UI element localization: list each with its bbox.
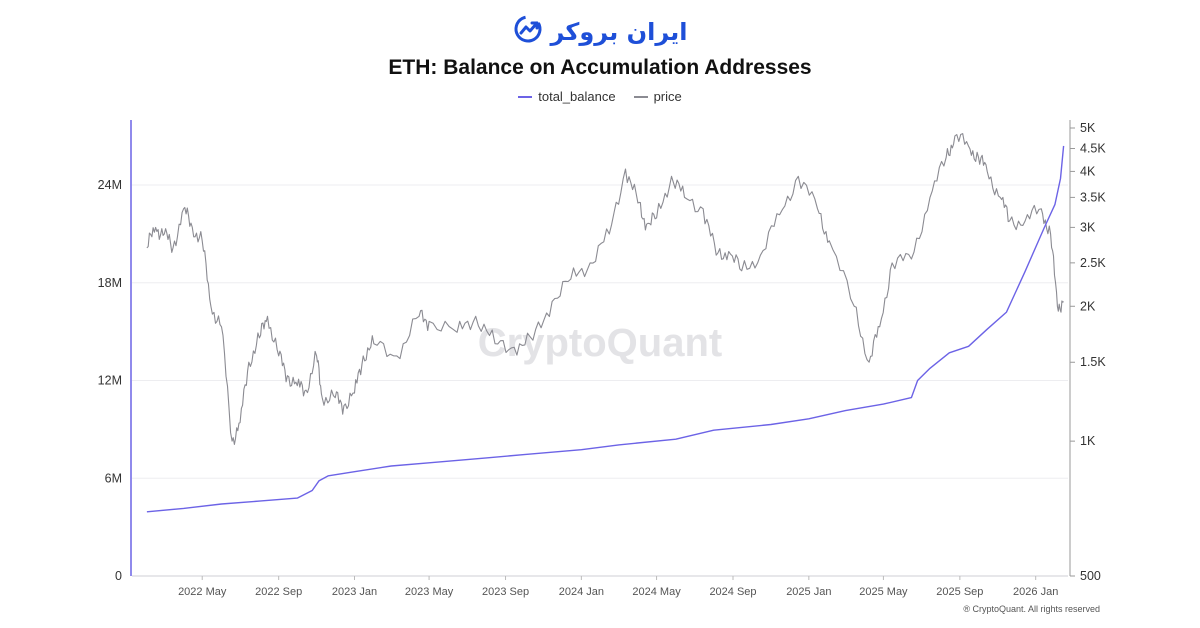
right-axis-tick-label: 4K	[1080, 164, 1096, 178]
grid-lines	[132, 184, 1068, 577]
series-layer	[146, 133, 1065, 513]
right-axis-ticks: 500 1K 1.5K 2K 2.5K 3K 3.5K 4K 4.5K 5K	[1070, 121, 1106, 583]
copyright-footer: ® CryptoQuant. All rights reserved	[963, 604, 1100, 614]
left-axis-tick-label: 12M	[98, 374, 122, 388]
right-axis-tick-label: 2.5K	[1080, 256, 1106, 270]
x-axis-tick-label: 2023 Jan	[332, 586, 377, 598]
right-axis-tick-label: 1K	[1080, 434, 1096, 448]
chart-legend: total_balance price	[0, 89, 1200, 104]
x-axis-tick-label: 2022 May	[178, 586, 227, 598]
x-axis-tick-label: 2024 May	[632, 586, 681, 598]
chart-title: ETH: Balance on Accumulation Addresses	[388, 56, 812, 79]
legend-swatch-price	[633, 95, 648, 98]
x-axis-tick-label: 2025 Sep	[936, 586, 983, 598]
right-axis-tick-label: 1.5K	[1080, 355, 1106, 369]
watermark: CryptoQuant	[478, 321, 722, 365]
legend-label-price: price	[653, 89, 682, 104]
legend-label-total-balance: total_balance	[538, 89, 616, 104]
right-axis-tick-label: 3K	[1080, 220, 1096, 234]
series-line-price	[146, 133, 1064, 445]
x-axis-tick-label: 2026 Jan	[1013, 586, 1058, 598]
x-axis-ticks: 2022 May 2022 Sep 2023 Jan 2023 May 2023 Sep…	[178, 576, 1058, 598]
x-axis-tick-label: 2024 Sep	[709, 586, 756, 598]
x-axis-tick-label: 2023 May	[405, 586, 454, 598]
left-axis-tick-label: 18M	[98, 276, 122, 290]
legend-item-total-balance[interactable]: total_balance	[518, 89, 616, 104]
series-line-total-balance	[146, 145, 1065, 513]
right-axis-tick-label: 500	[1080, 569, 1101, 583]
x-axis-tick-label: 2023 Sep	[482, 586, 529, 598]
x-axis-tick-label: 2022 Sep	[255, 586, 302, 598]
right-axis-tick-label: 2K	[1080, 299, 1096, 313]
left-axis-tick-label: 0	[115, 569, 122, 583]
left-axis-tick-label: 24M	[98, 178, 122, 192]
legend-swatch-total-balance	[518, 95, 533, 98]
left-axis-ticks: 0 6M 12M 18M 24M	[98, 178, 122, 583]
legend-item-price[interactable]: price	[633, 89, 682, 104]
brand-logo: ایران بروکر	[0, 14, 1200, 49]
right-axis-tick-label: 4.5K	[1080, 141, 1106, 155]
left-axis-tick-label: 6M	[105, 471, 122, 485]
x-axis-tick-label: 2025 Jan	[786, 586, 831, 598]
right-axis-tick-label: 5K	[1080, 121, 1096, 135]
x-axis-tick-label: 2025 May	[859, 586, 908, 598]
chart-growth-icon	[513, 14, 543, 49]
right-axis-tick-label: 3.5K	[1080, 190, 1106, 204]
x-axis-tick-label: 2024 Jan	[559, 586, 604, 598]
brand-logo-text: ایران بروکر	[550, 17, 688, 46]
